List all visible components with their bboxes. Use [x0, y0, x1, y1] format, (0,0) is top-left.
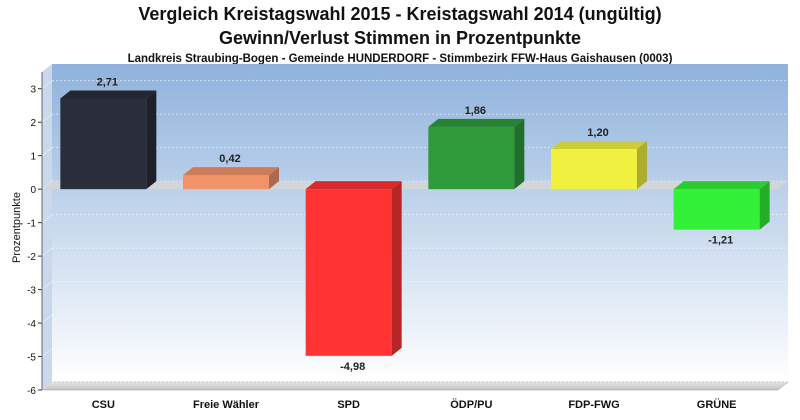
- data-label: 0,42: [219, 153, 240, 165]
- data-label: 2,71: [97, 76, 118, 88]
- y-tick-label: 3: [30, 85, 36, 96]
- grid-line-side: [41, 113, 53, 123]
- bar-side: [637, 140, 647, 190]
- plot-floor: [41, 381, 789, 391]
- bar-front: [551, 148, 637, 190]
- y-tick-label: -6: [27, 386, 36, 397]
- y-tick-label: -1: [27, 219, 36, 230]
- grid-line-side: [41, 281, 53, 290]
- x-tick-label: CSU: [92, 399, 115, 411]
- y-tick-label: 1: [30, 152, 36, 163]
- y-tick-label: -4: [27, 319, 36, 330]
- grid-line-side: [41, 247, 53, 257]
- bar: [305, 181, 402, 356]
- bar-side: [269, 167, 279, 190]
- y-tick-label: -5: [27, 353, 36, 364]
- bar-front: [305, 189, 392, 356]
- y-tick-label: 2: [30, 118, 36, 129]
- grid-line-side: [41, 314, 53, 324]
- data-label: 1,86: [465, 105, 486, 117]
- grid-line-side: [41, 348, 53, 357]
- bar: [183, 167, 279, 190]
- bar-top: [183, 167, 279, 176]
- bar-front: [673, 189, 760, 230]
- y-tick-label: -3: [27, 286, 36, 297]
- data-label: -1,21: [708, 235, 733, 247]
- bar-top: [60, 90, 157, 99]
- bar-side: [391, 181, 402, 356]
- chart-subtitle: Landkreis Straubing-Bogen - Gemeinde HUN…: [127, 53, 673, 65]
- data-label: -4,98: [340, 361, 365, 373]
- bar-top: [305, 181, 402, 190]
- bar-front: [428, 126, 515, 190]
- grid-line-side: [41, 381, 53, 391]
- grid-line-side: [41, 214, 53, 223]
- y-tick-label: -2: [27, 252, 36, 263]
- bar-top: [673, 181, 770, 190]
- x-tick-label: FDP-FWG: [568, 399, 619, 411]
- bar: [551, 140, 647, 190]
- bar-top: [551, 140, 647, 149]
- bar-front: [183, 175, 269, 190]
- bar: [673, 181, 770, 230]
- bar-side: [514, 118, 525, 190]
- y-tick-label: 0: [30, 185, 36, 196]
- bar: [428, 118, 525, 190]
- plot-background: [52, 64, 788, 382]
- bar-top: [428, 118, 525, 127]
- plot-side-wall: [42, 64, 52, 390]
- grid-line-side: [41, 80, 53, 90]
- grid-line-side: [41, 147, 53, 156]
- chart-title: Vergleich Kreistagswahl 2015 - Kreistags…: [138, 4, 662, 24]
- x-tick-label: ÖDP/PU: [450, 398, 492, 411]
- data-label: 1,20: [587, 127, 608, 139]
- chart-title-line-2: Gewinn/Verlust Stimmen in Prozentpunkte: [218, 28, 582, 48]
- bar-front: [60, 98, 147, 190]
- x-tick-label: GRÜNE: [697, 398, 737, 411]
- bar: [60, 90, 157, 190]
- bar-side: [759, 181, 770, 230]
- x-tick-label: Freie Wähler: [193, 399, 260, 411]
- bar-side: [146, 90, 157, 190]
- x-tick-label: SPD: [337, 399, 360, 411]
